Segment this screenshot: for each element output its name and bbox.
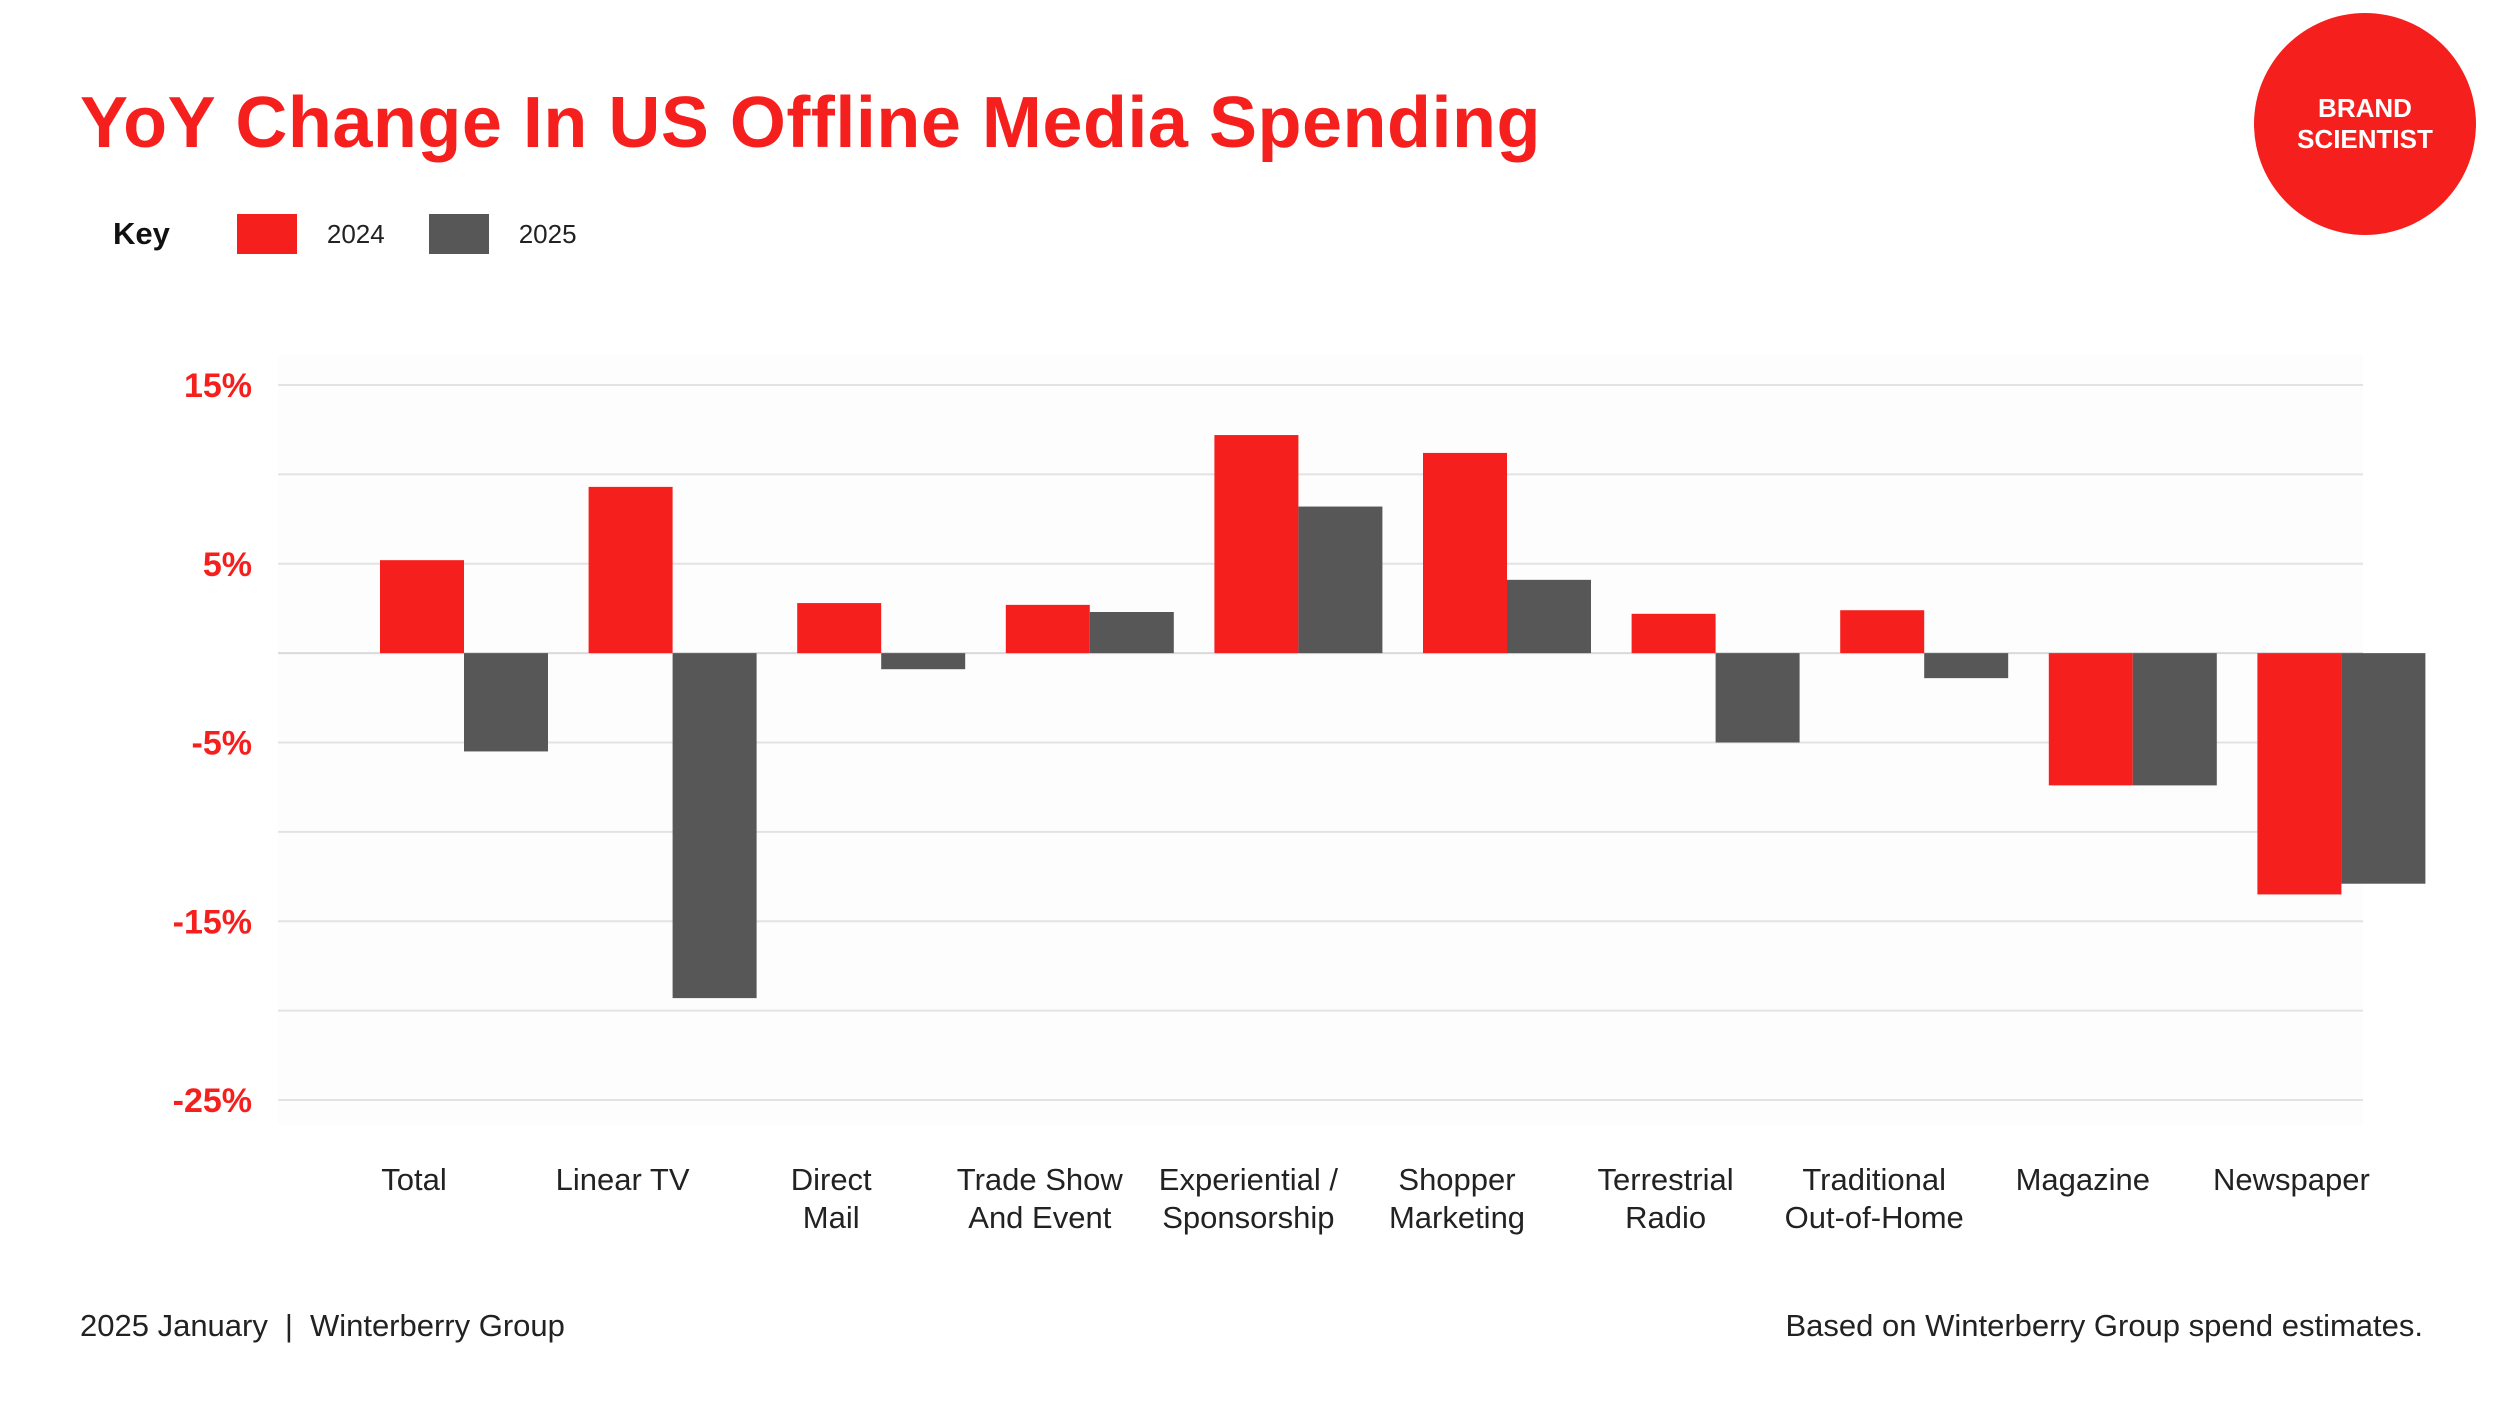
bar-2024 — [1214, 435, 1299, 654]
footer-separator: | — [284, 1308, 293, 1343]
bar-2025 — [464, 653, 548, 752]
bar-2024 — [797, 603, 882, 654]
legend-item-2024: 2024 — [236, 214, 385, 254]
brand-logo-line1: BRAND — [2318, 93, 2412, 123]
y-tick-label: -5% — [192, 725, 252, 763]
bars — [380, 435, 2426, 999]
x-tick-label-line: Magazine — [2016, 1162, 2150, 1197]
legend-swatch-2025 — [428, 214, 489, 254]
legend-item-2025: 2025 — [428, 214, 577, 254]
bar-2025 — [1089, 612, 1174, 654]
legend-label-2025: 2025 — [518, 218, 577, 249]
bar-2025 — [1298, 506, 1383, 654]
x-tick-label-line: And Event — [968, 1200, 1111, 1235]
footer-note: Based on Winterberry Group spend estimat… — [1785, 1308, 2423, 1343]
bar-2025 — [672, 653, 757, 999]
x-tick-label-line: Trade Show — [957, 1162, 1124, 1197]
x-tick-label-line: Direct — [791, 1162, 872, 1197]
footer-date: 2025 January — [80, 1308, 268, 1343]
chart-title: YoY Change In US Offline Media Spending — [80, 83, 1541, 163]
legend-label-2024: 2024 — [326, 218, 385, 249]
bar-2024 — [1005, 604, 1090, 654]
footer-source: 2025 January | Winterberry Group — [80, 1308, 565, 1344]
y-tick-label: -25% — [173, 1082, 252, 1120]
x-tick-label-line: Out-of-Home — [1785, 1200, 1964, 1235]
bar-2024 — [2048, 653, 2133, 786]
y-tick-label: -15% — [173, 903, 252, 941]
legend-key-label: Key — [113, 216, 170, 251]
bar-2024 — [380, 560, 464, 654]
bar-2024 — [2257, 653, 2342, 895]
x-tick-label: Trade Show And Event — [957, 1162, 1124, 1235]
x-tick-label-line: Radio — [1625, 1200, 1706, 1235]
x-tick-label-line: Newspaper — [2213, 1162, 2370, 1197]
legend-swatch-2024 — [236, 214, 297, 254]
bar-2025 — [1507, 579, 1591, 654]
y-tick-label: 15% — [184, 367, 252, 405]
x-tick-label: Shopper Marketing — [1389, 1162, 1525, 1235]
x-axis-tick-labels: Total Linear TV Direct Mail Trade Show And Ev… — [381, 1162, 2370, 1235]
x-tick-label: Traditional Out-of-Home — [1785, 1162, 1964, 1235]
x-tick-label: Linear TV — [556, 1162, 690, 1197]
bar-2024 — [1840, 610, 1925, 654]
x-tick-label-line: Terrestrial — [1598, 1162, 1734, 1197]
brand-logo: BRAND SCIENTIST — [2254, 13, 2476, 235]
x-tick-label-line: Experiential / — [1159, 1162, 1339, 1197]
y-tick-label: 5% — [203, 546, 252, 584]
bar-2025 — [2132, 653, 2217, 786]
x-tick-label-line: Sponsorship — [1162, 1200, 1334, 1235]
bar-2025 — [881, 653, 966, 670]
bar-2024 — [1631, 613, 1716, 654]
plot-background — [278, 355, 2363, 1125]
x-tick-label-line: Mail — [803, 1200, 860, 1235]
y-axis-tick-labels: 15% 5% -5% -15% -25% — [173, 367, 252, 1120]
bar-2025 — [2341, 653, 2426, 884]
x-tick-label-line: Total — [381, 1162, 446, 1197]
x-tick-label: Newspaper — [2213, 1162, 2370, 1197]
x-tick-label: Magazine — [2016, 1162, 2150, 1197]
x-tick-label-line: Shopper — [1398, 1162, 1515, 1197]
chart-legend: Key 2024 2025 — [113, 212, 621, 256]
x-tick-label-line: Linear TV — [556, 1162, 690, 1197]
brand-logo-line2: SCIENTIST — [2297, 124, 2433, 154]
x-tick-label: Terrestrial Radio — [1598, 1162, 1734, 1235]
footer-source-name: Winterberry Group — [309, 1308, 565, 1343]
x-tick-label: Experiential / Sponsorship — [1159, 1162, 1339, 1235]
bar-2025 — [1924, 653, 2009, 679]
x-tick-label-line: Marketing — [1389, 1200, 1525, 1235]
x-tick-label: Total — [381, 1162, 446, 1197]
x-tick-label-line: Traditional — [1802, 1162, 1946, 1197]
bar-2024 — [588, 486, 673, 654]
bar-2024 — [1423, 452, 1507, 654]
x-tick-label: Direct Mail — [791, 1162, 872, 1235]
bar-2025 — [1715, 653, 1800, 743]
